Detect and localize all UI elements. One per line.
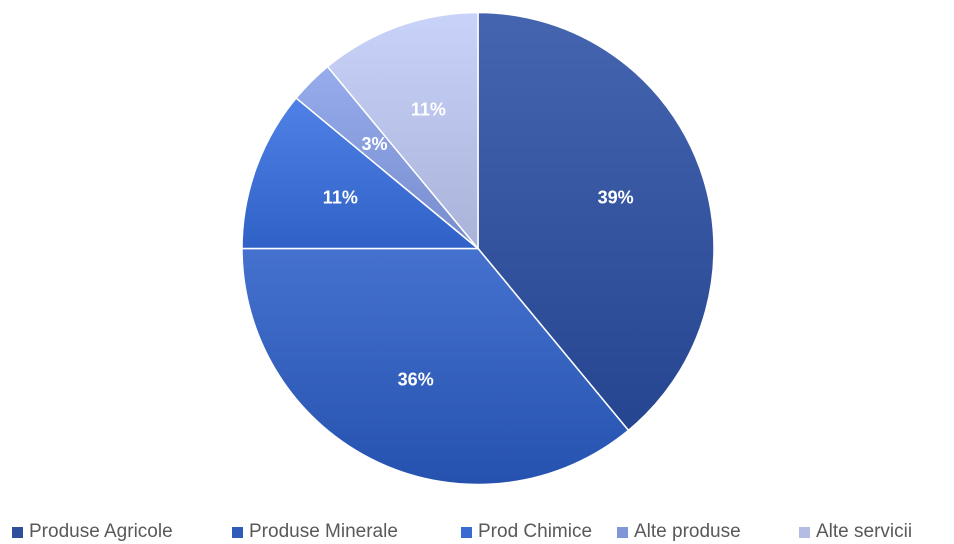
legend-item-alte-servicii: Alte servicii: [799, 520, 912, 544]
pie-slices: [241, 11, 715, 486]
pie-slice-prod-chimice: [241, 97, 481, 250]
chart-legend: Produse Agricole Produse Minerale Prod C…: [0, 520, 954, 544]
legend-label: Alte produse: [634, 521, 741, 542]
pie-slice-produse-minerale: [241, 247, 630, 486]
data-label-alte-produse: 3%: [362, 134, 388, 154]
legend-label: Alte servicii: [816, 521, 913, 542]
legend-swatch: [232, 526, 243, 538]
data-label-produse-agricole: 39%: [598, 188, 634, 208]
pie-data-labels: 39% 36% 11% 3% 11%: [323, 100, 634, 390]
legend-item-alte-produse: Alte produse: [617, 520, 741, 544]
legend-swatch: [12, 526, 23, 538]
data-label-produse-minerale: 36%: [398, 370, 434, 390]
data-label-alte-servicii: 11%: [411, 100, 446, 120]
legend-item-prod-chimice: Prod Chimice: [461, 520, 592, 544]
legend-swatch: [461, 526, 472, 538]
pie-slice-produse-agricole: [477, 11, 715, 432]
legend-label: Produse Agricole: [29, 521, 173, 542]
legend-item-produse-agricole: Produse Agricole: [12, 520, 173, 544]
legend-label: Prod Chimice: [478, 521, 593, 542]
legend-swatch: [617, 526, 628, 538]
legend-item-produse-minerale: Produse Minerale: [232, 520, 398, 544]
pie-slice-alte-servicii: [326, 11, 479, 251]
legend-label: Produse Minerale: [249, 521, 398, 542]
data-label-prod-chimice: 11%: [323, 188, 358, 208]
legend-swatch: [799, 526, 810, 538]
